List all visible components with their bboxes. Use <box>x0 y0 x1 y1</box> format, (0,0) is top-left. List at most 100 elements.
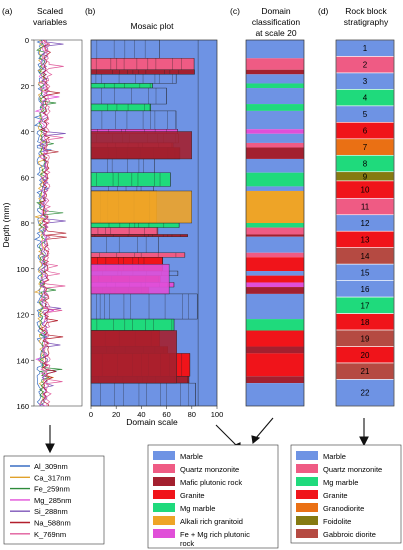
depth-tick-label: 160 <box>16 402 29 411</box>
mosaic-frame <box>90 39 218 407</box>
strat-block-label: 13 <box>361 235 370 244</box>
domain-classification-column <box>245 39 305 407</box>
strat-block-label: 4 <box>363 94 368 103</box>
strat-block-label: 6 <box>363 127 368 136</box>
panel-c-title-line2: classification <box>252 17 300 27</box>
mosaic-tile <box>90 74 177 84</box>
domain-tick-label: 0 <box>89 410 93 419</box>
domain-band-mafic_plutonic <box>246 234 304 237</box>
domain-band-mafic_plutonic <box>246 287 304 294</box>
strat-block-label: 19 <box>361 334 370 343</box>
depth-tick-label: 120 <box>16 311 29 320</box>
strat-block-label: 10 <box>361 186 370 195</box>
domain-band-mg_marble <box>246 319 304 331</box>
legend-label: Quartz monzonite <box>180 465 239 474</box>
domain-band-fe_mg_plutonic <box>246 282 304 288</box>
panel-a-letter: (a) <box>2 6 13 16</box>
legend-swatch <box>153 503 175 512</box>
legend-label: Ca_317nm <box>34 473 71 482</box>
domain-bands <box>246 40 304 406</box>
mosaic-tile <box>90 87 167 105</box>
mosaic-tile <box>90 39 160 59</box>
mosaic-tile <box>90 227 159 235</box>
legend-label: Fe_259nm <box>34 485 70 494</box>
domain-band-marble <box>246 293 304 320</box>
domain-tick-labels: 0 20 40 60 80 100 <box>89 406 223 419</box>
legend-label: Na_588nm <box>34 519 71 528</box>
domain-band-granite <box>246 330 304 347</box>
mosaic-tile <box>90 110 177 130</box>
domain-tick-label: 100 <box>211 410 224 419</box>
arrow-d-head <box>359 436 369 447</box>
domain-band-quartz_monzonite <box>246 252 304 258</box>
legend-swatch <box>296 516 318 525</box>
domain-band-mafic_plutonic <box>246 346 304 354</box>
legend-label: Fe + Mg rich plutonic <box>180 530 250 539</box>
legend-swatch <box>153 490 175 499</box>
domain-band-marble <box>246 158 304 173</box>
panel-b-letter: (b) <box>85 6 96 16</box>
legend-label: Al_309nm <box>34 462 68 471</box>
panel-b-title: Mosaic plot <box>131 21 175 31</box>
legend-label: Alkali rich granitoid <box>180 517 243 526</box>
strat-block-label: 1 <box>363 44 368 53</box>
legend-swatch <box>153 516 175 525</box>
strat-block-label: 16 <box>361 285 370 294</box>
domain-band-mg_marble <box>246 223 304 228</box>
legend-swatch <box>296 464 318 473</box>
legend-label: Mg marble <box>323 478 358 487</box>
strat-block-label: 3 <box>363 77 368 86</box>
panel-d-title-line1: Rock block <box>345 6 387 16</box>
domain-band-mafic_plutonic <box>246 376 304 384</box>
mosaic-tile <box>90 172 171 187</box>
domain-band-marble <box>246 383 304 406</box>
legend-swatch <box>153 477 175 486</box>
mosaic-tiles <box>90 39 217 407</box>
legend-label: Granodiorite <box>323 504 364 513</box>
strat-block-label: 22 <box>361 389 370 398</box>
arrow-a-head <box>45 443 55 454</box>
strat-block-label: 2 <box>363 61 368 70</box>
panel-a-traces <box>33 39 83 407</box>
depth-tick-label: 60 <box>21 173 29 182</box>
legend-swatch <box>296 490 318 499</box>
mosaic-block <box>90 263 170 295</box>
legend-label: K_769nm <box>34 530 66 539</box>
mosaic-tile <box>90 103 151 112</box>
mosaic-plot: 0 20 40 60 80 100 Domain scale <box>89 39 223 427</box>
strat-block-label: 17 <box>361 301 370 310</box>
panel-c-title-line3: at scale 20 <box>255 28 296 38</box>
element-traces <box>33 39 67 407</box>
strat-block-label: 21 <box>361 367 370 376</box>
strat-block <box>335 379 395 407</box>
strat-column-frame <box>335 39 395 407</box>
domain-band-quartz_monzonite <box>246 142 304 148</box>
trace-K_769nm <box>38 39 66 407</box>
trace-Fe_259nm <box>36 39 64 407</box>
legend-label: Mafic plutonic rock <box>180 478 242 487</box>
arrow-b <box>215 424 239 448</box>
mosaic-tile <box>90 252 186 258</box>
domain-tick-label: 20 <box>112 410 120 419</box>
trace-Na_588nm <box>38 39 67 407</box>
domain-band-mafic_plutonic <box>246 69 304 75</box>
domain-tick-label: 60 <box>162 410 170 419</box>
mosaic-tile <box>90 83 153 89</box>
depth-tick-label: 100 <box>16 265 29 274</box>
strat-block-label: 12 <box>361 219 370 228</box>
strat-block-label: 18 <box>361 318 370 327</box>
strat-block-label: 8 <box>363 160 368 169</box>
legend-swatch <box>296 503 318 512</box>
domain-band-fe_mg_plutonic <box>246 129 304 134</box>
mosaic-tile <box>90 158 155 173</box>
legend-label: Si_288nm <box>34 507 68 516</box>
legend-label: Gabbroic diorite <box>323 530 376 539</box>
domain-tick-label: 40 <box>137 410 145 419</box>
trace-Mg_285nm <box>34 39 60 407</box>
arrow-c <box>255 417 274 439</box>
domain-band-quartz_monzonite <box>246 58 304 70</box>
legend-swatch <box>296 451 318 460</box>
domain-band-marble <box>246 74 304 84</box>
